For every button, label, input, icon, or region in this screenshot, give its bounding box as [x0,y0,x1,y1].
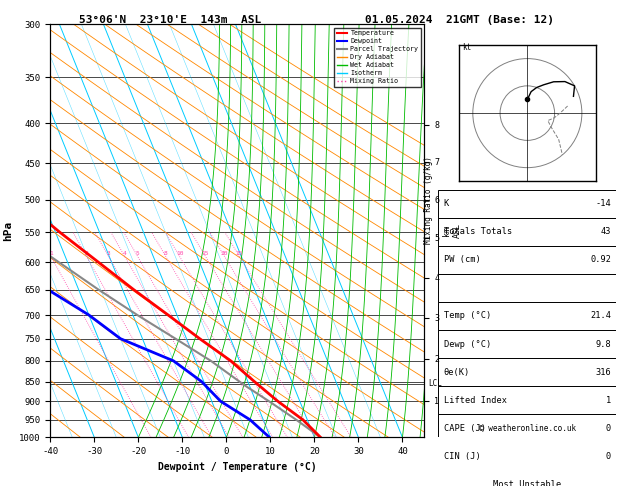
FancyBboxPatch shape [438,302,616,330]
Text: LCL: LCL [428,379,442,388]
Text: 4: 4 [123,251,126,256]
Y-axis label: hPa: hPa [4,221,14,241]
Text: -14: -14 [595,199,611,208]
Text: Mixing Ratio (g/kg): Mixing Ratio (g/kg) [425,156,433,243]
Text: CIN (J): CIN (J) [443,452,481,461]
Text: 0: 0 [606,424,611,433]
FancyBboxPatch shape [438,274,616,302]
Text: 5: 5 [136,251,140,256]
FancyBboxPatch shape [438,190,616,218]
Text: Lifted Index: Lifted Index [443,396,506,405]
FancyBboxPatch shape [438,246,616,274]
Text: 21.4: 21.4 [590,312,611,320]
Text: Most Unstable: Most Unstable [493,480,562,486]
Text: Surface: Surface [509,283,546,293]
FancyBboxPatch shape [438,470,616,486]
FancyBboxPatch shape [438,218,616,246]
Text: PW (cm): PW (cm) [443,255,481,264]
FancyBboxPatch shape [438,442,616,470]
FancyBboxPatch shape [438,358,616,386]
Text: 20: 20 [221,251,228,256]
Text: 01.05.2024  21GMT (Base: 12): 01.05.2024 21GMT (Base: 12) [365,15,554,25]
Text: CAPE (J): CAPE (J) [443,424,486,433]
Text: 43: 43 [601,227,611,236]
Text: 0.92: 0.92 [590,255,611,264]
Text: 1: 1 [49,251,53,256]
FancyBboxPatch shape [438,414,616,442]
Text: 1: 1 [606,396,611,405]
FancyBboxPatch shape [438,386,616,414]
Text: 8: 8 [164,251,167,256]
Text: 2: 2 [85,251,89,256]
Text: θe(K): θe(K) [443,367,470,377]
Text: 25: 25 [236,251,243,256]
Legend: Temperature, Dewpoint, Parcel Trajectory, Dry Adiabat, Wet Adiabat, Isotherm, Mi: Temperature, Dewpoint, Parcel Trajectory… [335,28,421,87]
Text: 3: 3 [107,251,110,256]
Text: 10: 10 [175,251,183,256]
Text: 53°06'N  23°10'E  143m  ASL: 53°06'N 23°10'E 143m ASL [79,15,261,25]
Text: K: K [443,199,449,208]
Text: 316: 316 [595,367,611,377]
Y-axis label: km
ASL: km ASL [442,224,461,238]
Text: 15: 15 [202,251,209,256]
X-axis label: Dewpoint / Temperature (°C): Dewpoint / Temperature (°C) [158,462,316,472]
Text: kt: kt [462,43,471,52]
Text: 0: 0 [606,452,611,461]
Text: Totals Totals: Totals Totals [443,227,512,236]
FancyBboxPatch shape [438,330,616,358]
Text: Temp (°C): Temp (°C) [443,312,491,320]
Text: Dewp (°C): Dewp (°C) [443,340,491,348]
Text: © weatheronline.co.uk: © weatheronline.co.uk [479,424,576,434]
Text: 9.8: 9.8 [595,340,611,348]
